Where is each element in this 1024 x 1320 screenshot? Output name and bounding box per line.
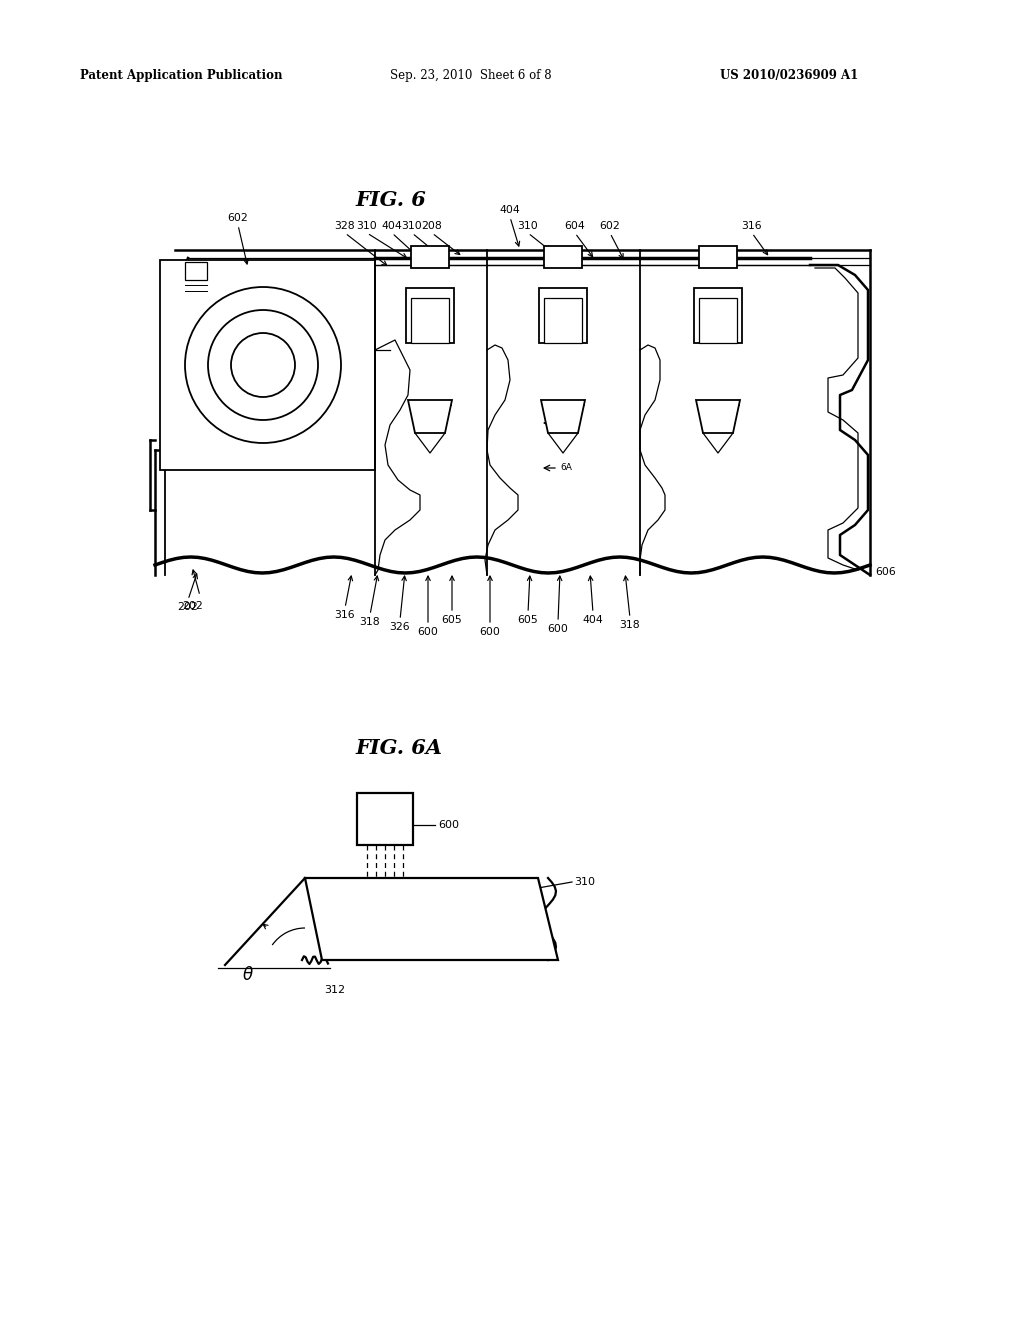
Text: 310: 310 <box>517 220 539 231</box>
Bar <box>539 288 587 343</box>
Circle shape <box>231 333 295 397</box>
Bar <box>699 246 737 268</box>
Polygon shape <box>305 878 558 960</box>
Text: Patent Application Publication: Patent Application Publication <box>80 69 283 82</box>
Text: 602: 602 <box>600 220 621 231</box>
Text: 326: 326 <box>390 622 411 632</box>
Bar <box>160 260 375 470</box>
Text: 600: 600 <box>418 627 438 638</box>
Bar <box>185 261 207 280</box>
Text: 310: 310 <box>574 876 595 887</box>
Bar <box>357 793 413 845</box>
Text: FIG. 6: FIG. 6 <box>355 190 426 210</box>
Text: 404: 404 <box>583 615 603 624</box>
Text: 605: 605 <box>517 615 539 624</box>
Text: 318: 318 <box>620 620 640 630</box>
Text: 600: 600 <box>479 627 501 638</box>
Text: 404: 404 <box>500 205 520 215</box>
Text: $\theta$: $\theta$ <box>242 966 254 983</box>
Polygon shape <box>541 400 585 433</box>
Bar <box>406 288 454 343</box>
Text: 312: 312 <box>325 985 345 995</box>
Text: 328: 328 <box>335 220 355 231</box>
Bar <box>694 288 742 343</box>
Circle shape <box>208 310 318 420</box>
Text: US 2010/0236909 A1: US 2010/0236909 A1 <box>720 69 858 82</box>
Text: 600: 600 <box>548 624 568 634</box>
Bar <box>411 246 449 268</box>
Circle shape <box>185 286 341 444</box>
Text: 606: 606 <box>874 568 896 577</box>
Text: 202: 202 <box>182 601 204 611</box>
Polygon shape <box>696 400 740 433</box>
Text: 6A: 6A <box>560 463 571 473</box>
Text: 602: 602 <box>227 213 249 223</box>
Text: 605: 605 <box>441 615 463 624</box>
Text: 6A: 6A <box>560 418 571 428</box>
Text: Sep. 23, 2010  Sheet 6 of 8: Sep. 23, 2010 Sheet 6 of 8 <box>390 69 552 82</box>
Text: 310: 310 <box>356 220 378 231</box>
Text: FIG. 6A: FIG. 6A <box>355 738 442 758</box>
Text: 316: 316 <box>335 610 355 620</box>
Text: 208: 208 <box>422 220 442 231</box>
Text: 404: 404 <box>382 220 402 231</box>
Bar <box>544 246 582 268</box>
Text: 202: 202 <box>177 602 199 612</box>
Text: 318: 318 <box>359 616 380 627</box>
Text: 604: 604 <box>564 220 586 231</box>
Bar <box>699 298 737 343</box>
Text: 600: 600 <box>438 820 459 830</box>
Bar <box>544 298 582 343</box>
Text: 316: 316 <box>741 220 762 231</box>
Polygon shape <box>408 400 452 433</box>
Text: 310: 310 <box>401 220 422 231</box>
Bar <box>411 298 449 343</box>
